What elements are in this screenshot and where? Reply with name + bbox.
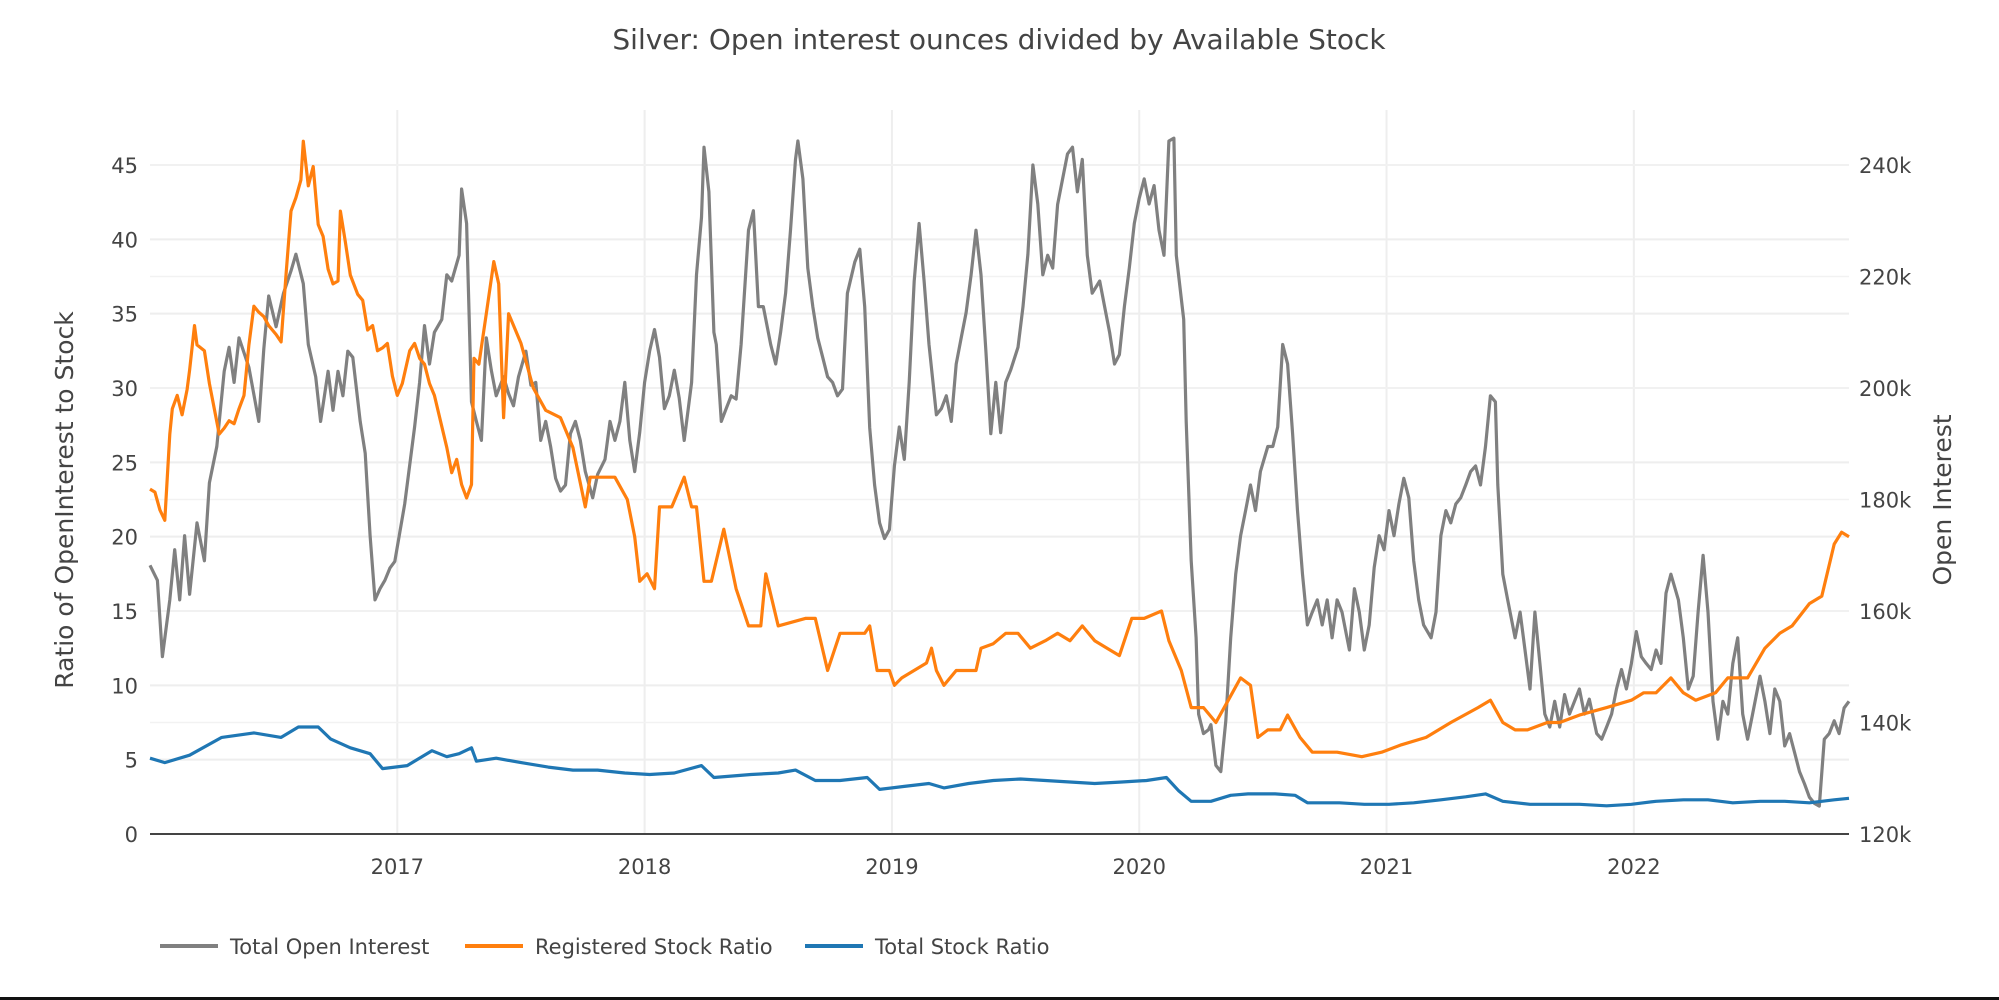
x-tick-label: 2021: [1360, 855, 1413, 879]
chart-title: Silver: Open interest ounces divided by …: [612, 23, 1386, 56]
y2-tick-label: 240k: [1859, 154, 1912, 178]
x-tick-label: 2020: [1113, 855, 1166, 879]
series-line-total-stock-ratio: [149, 725, 1850, 808]
legend-label: Total Open Interest: [229, 935, 429, 959]
y2-tick-label: 120k: [1859, 823, 1912, 847]
x-tick-label: 2022: [1607, 855, 1660, 879]
y-tick-label: 25: [111, 451, 138, 475]
legend-item-total-stock-ratio: Total Stock Ratio: [805, 935, 1049, 959]
series-line-registered-stock-ratio: [149, 139, 1850, 759]
y-tick-label: 45: [111, 154, 138, 178]
y-tick-label: 30: [111, 377, 138, 401]
legend-item-total-open-interest: Total Open Interest: [160, 935, 429, 959]
legend-label: Total Stock Ratio: [874, 935, 1049, 959]
y-tick-label: 10: [111, 674, 138, 698]
y2-tick-label: 140k: [1859, 712, 1912, 736]
y-tick-label: 5: [125, 749, 138, 773]
y2-tick-label: 200k: [1859, 377, 1912, 401]
y-tick-label: 0: [125, 823, 138, 847]
x-tick-label: 2019: [865, 855, 918, 879]
y2-tick-label: 220k: [1859, 266, 1912, 290]
y-axis-ticks: 0 5 10 15 20 25 30 35 40 45: [111, 154, 138, 847]
y-gridlines: [150, 164, 1849, 761]
series-lines: [148, 136, 1851, 808]
y-tick-label: 40: [111, 228, 138, 252]
x-gridlines: [396, 110, 1635, 834]
x-tick-label: 2017: [371, 855, 424, 879]
y2-tick-label: 180k: [1859, 489, 1912, 513]
y2-axis-title: Open Interest: [1928, 414, 1957, 585]
bottom-border: [0, 997, 1999, 1000]
legend-item-registered-stock-ratio: Registered Stock Ratio: [465, 935, 773, 959]
y-tick-label: 35: [111, 303, 138, 327]
y-tick-label: 15: [111, 600, 138, 624]
y2-tick-label: 160k: [1859, 600, 1912, 624]
legend-label: Registered Stock Ratio: [535, 935, 773, 959]
x-axis-ticks: 2017 2018 2019 2020 2021 2022: [371, 855, 1661, 879]
y-axis-title: Ratio of OpenInterest to Stock: [50, 311, 79, 689]
y2-axis-ticks: 120k 140k 160k 180k 200k 220k 240k: [1859, 154, 1912, 847]
y-tick-label: 20: [111, 526, 138, 550]
legend: Total Open Interest Registered Stock Rati…: [160, 935, 1049, 959]
x-tick-label: 2018: [618, 855, 671, 879]
